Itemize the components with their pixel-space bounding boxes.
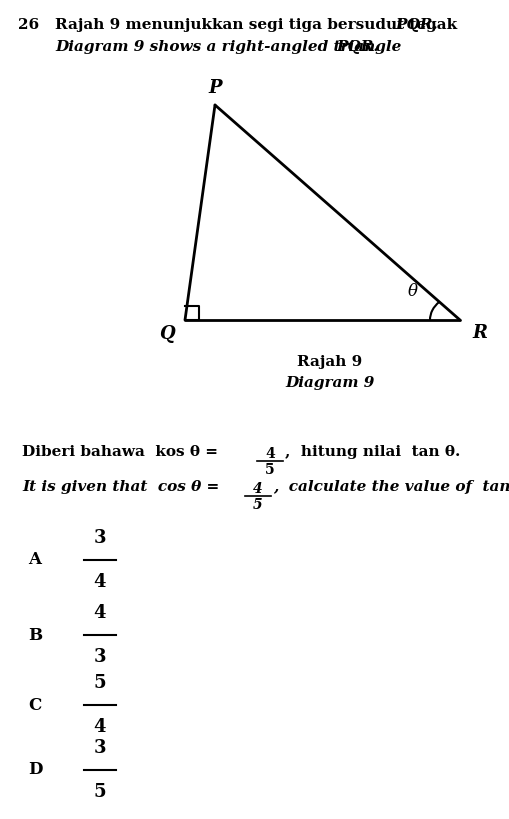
Text: 4: 4	[252, 482, 262, 496]
Text: 5: 5	[94, 674, 106, 692]
Text: ,  calculate the value of  tan θ.: , calculate the value of tan θ.	[272, 480, 509, 494]
Text: 3: 3	[94, 529, 106, 547]
Text: 3: 3	[94, 739, 106, 757]
Text: D: D	[28, 762, 42, 779]
Text: 4: 4	[94, 718, 106, 736]
Text: 4: 4	[94, 573, 106, 591]
Text: P: P	[208, 79, 221, 97]
Text: It is given that  cos θ =: It is given that cos θ =	[22, 480, 219, 494]
Text: 26: 26	[18, 18, 39, 32]
Text: Rajah 9: Rajah 9	[297, 355, 362, 369]
Text: Rajah 9 menunjukkan segi tiga bersudut tegak: Rajah 9 menunjukkan segi tiga bersudut t…	[55, 18, 462, 32]
Text: 4: 4	[94, 604, 106, 622]
Text: θ: θ	[407, 283, 417, 301]
Text: 5: 5	[265, 463, 274, 477]
Text: 5: 5	[252, 498, 262, 512]
Text: Diagram 9: Diagram 9	[285, 376, 374, 390]
Text: Diberi bahawa  kos θ =: Diberi bahawa kos θ =	[22, 445, 217, 459]
Text: R: R	[471, 324, 486, 342]
Text: ,  hitung nilai  tan θ.: , hitung nilai tan θ.	[285, 445, 460, 459]
Text: 4: 4	[265, 447, 274, 461]
Text: Diagram 9 shows a right-angled triangle: Diagram 9 shows a right-angled triangle	[55, 40, 406, 54]
Text: A: A	[28, 551, 41, 568]
Text: PQR.: PQR.	[335, 40, 378, 54]
Text: 3: 3	[94, 648, 106, 666]
Text: C: C	[28, 696, 41, 713]
Text: 5: 5	[94, 783, 106, 801]
Text: Q: Q	[159, 325, 175, 343]
Text: PQR.: PQR.	[394, 18, 437, 32]
Text: B: B	[28, 627, 42, 644]
